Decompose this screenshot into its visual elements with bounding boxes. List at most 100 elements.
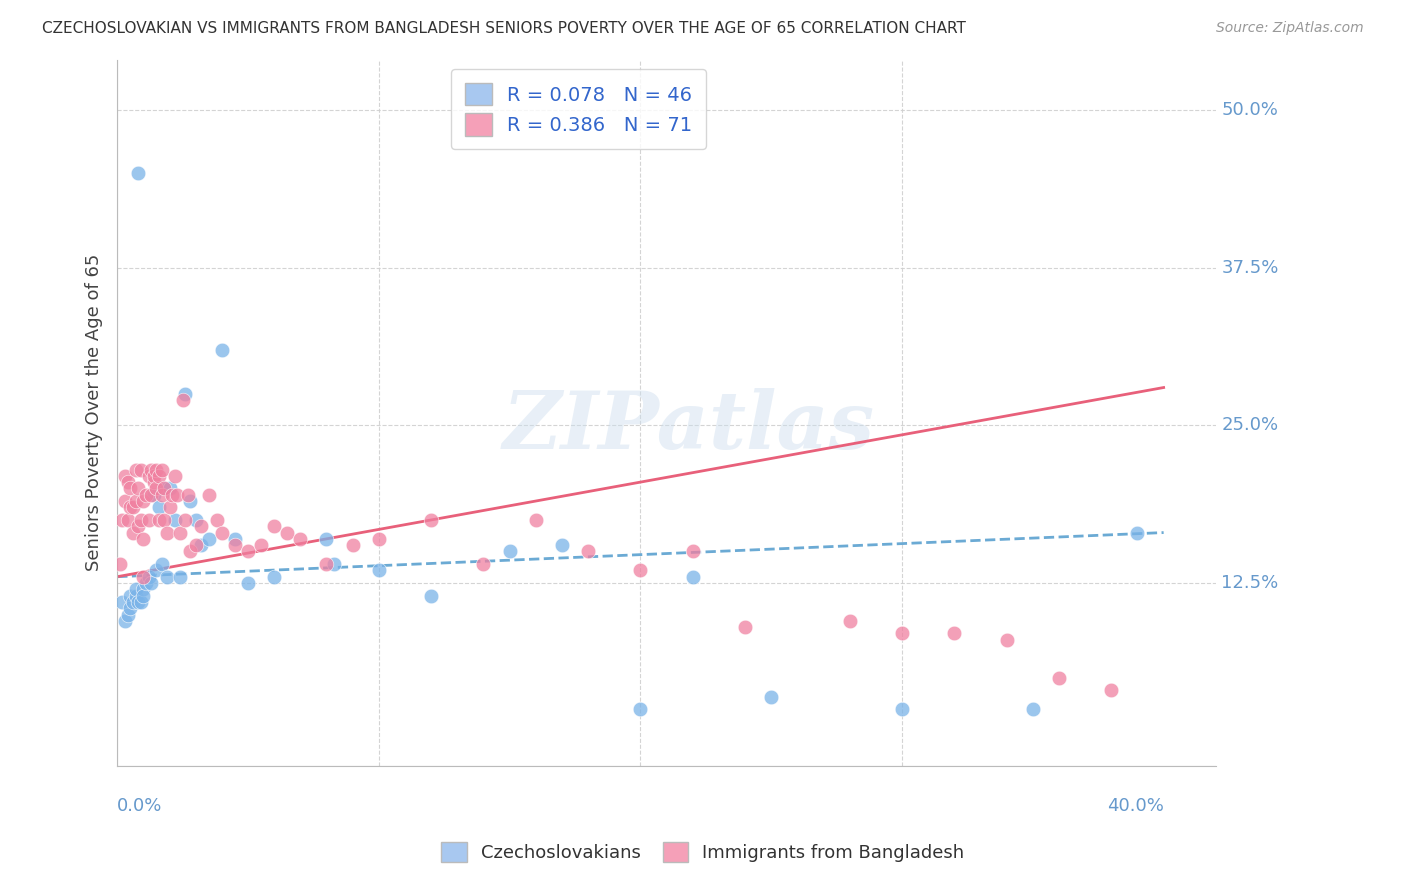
Point	[163, 513, 186, 527]
Point	[132, 589, 155, 603]
Point	[138, 570, 160, 584]
Point	[138, 513, 160, 527]
Point	[156, 525, 179, 540]
Point	[127, 519, 149, 533]
Point	[367, 563, 389, 577]
Text: ZIPatlas: ZIPatlas	[502, 388, 875, 466]
Point	[114, 614, 136, 628]
Point	[236, 576, 259, 591]
Text: CZECHOSLOVAKIAN VS IMMIGRANTS FROM BANGLADESH SENIORS POVERTY OVER THE AGE OF 65: CZECHOSLOVAKIAN VS IMMIGRANTS FROM BANGL…	[42, 21, 966, 37]
Point	[145, 563, 167, 577]
Point	[190, 519, 212, 533]
Point	[135, 488, 157, 502]
Point	[177, 488, 200, 502]
Point	[174, 513, 197, 527]
Y-axis label: Seniors Poverty Over the Age of 65: Seniors Poverty Over the Age of 65	[86, 254, 103, 572]
Point	[263, 519, 285, 533]
Point	[995, 632, 1018, 647]
Point	[111, 595, 134, 609]
Point	[124, 494, 146, 508]
Point	[166, 488, 188, 502]
Point	[179, 494, 201, 508]
Point	[141, 488, 163, 502]
Point	[132, 494, 155, 508]
Point	[127, 595, 149, 609]
Point	[138, 468, 160, 483]
Point	[142, 468, 165, 483]
Point	[132, 582, 155, 597]
Point	[148, 468, 170, 483]
Point	[1022, 702, 1045, 716]
Point	[197, 532, 219, 546]
Point	[117, 475, 139, 489]
Point	[1099, 683, 1122, 698]
Point	[129, 462, 152, 476]
Point	[184, 538, 207, 552]
Point	[129, 595, 152, 609]
Point	[127, 482, 149, 496]
Point	[124, 582, 146, 597]
Point	[190, 538, 212, 552]
Point	[498, 544, 520, 558]
Point	[159, 482, 181, 496]
Point	[141, 462, 163, 476]
Point	[156, 570, 179, 584]
Point	[122, 525, 145, 540]
Point	[205, 513, 228, 527]
Text: 37.5%: 37.5%	[1222, 259, 1278, 277]
Point	[148, 500, 170, 515]
Point	[184, 513, 207, 527]
Point	[114, 494, 136, 508]
Point	[120, 500, 142, 515]
Point	[628, 563, 651, 577]
Point	[174, 387, 197, 401]
Point	[290, 532, 312, 546]
Point	[472, 557, 495, 571]
Point	[117, 513, 139, 527]
Point	[150, 557, 173, 571]
Point	[315, 557, 337, 571]
Point	[524, 513, 547, 527]
Text: 25.0%: 25.0%	[1222, 417, 1278, 434]
Point	[124, 462, 146, 476]
Point	[142, 475, 165, 489]
Point	[132, 532, 155, 546]
Point	[891, 626, 914, 640]
Point	[420, 589, 443, 603]
Point	[342, 538, 364, 552]
Point	[1126, 525, 1149, 540]
Point	[323, 557, 346, 571]
Point	[169, 525, 191, 540]
Point	[838, 614, 860, 628]
Text: 12.5%: 12.5%	[1222, 574, 1278, 592]
Point	[122, 595, 145, 609]
Point	[153, 513, 176, 527]
Point	[420, 513, 443, 527]
Point	[211, 343, 233, 357]
Legend: Czechoslovakians, Immigrants from Bangladesh: Czechoslovakians, Immigrants from Bangla…	[434, 834, 972, 870]
Point	[153, 482, 176, 496]
Point	[315, 532, 337, 546]
Point	[120, 601, 142, 615]
Point	[576, 544, 599, 558]
Point	[127, 166, 149, 180]
Legend: R = 0.078   N = 46, R = 0.386   N = 71: R = 0.078 N = 46, R = 0.386 N = 71	[451, 70, 706, 149]
Point	[114, 468, 136, 483]
Point	[761, 690, 783, 704]
Text: 40.0%: 40.0%	[1107, 797, 1164, 815]
Point	[145, 462, 167, 476]
Text: Source: ZipAtlas.com: Source: ZipAtlas.com	[1216, 21, 1364, 36]
Point	[124, 589, 146, 603]
Point	[153, 482, 176, 496]
Point	[197, 488, 219, 502]
Point	[250, 538, 273, 552]
Point	[211, 525, 233, 540]
Point	[150, 462, 173, 476]
Point	[108, 557, 131, 571]
Point	[236, 544, 259, 558]
Point	[135, 576, 157, 591]
Point	[111, 513, 134, 527]
Point	[148, 513, 170, 527]
Point	[172, 393, 194, 408]
Point	[276, 525, 298, 540]
